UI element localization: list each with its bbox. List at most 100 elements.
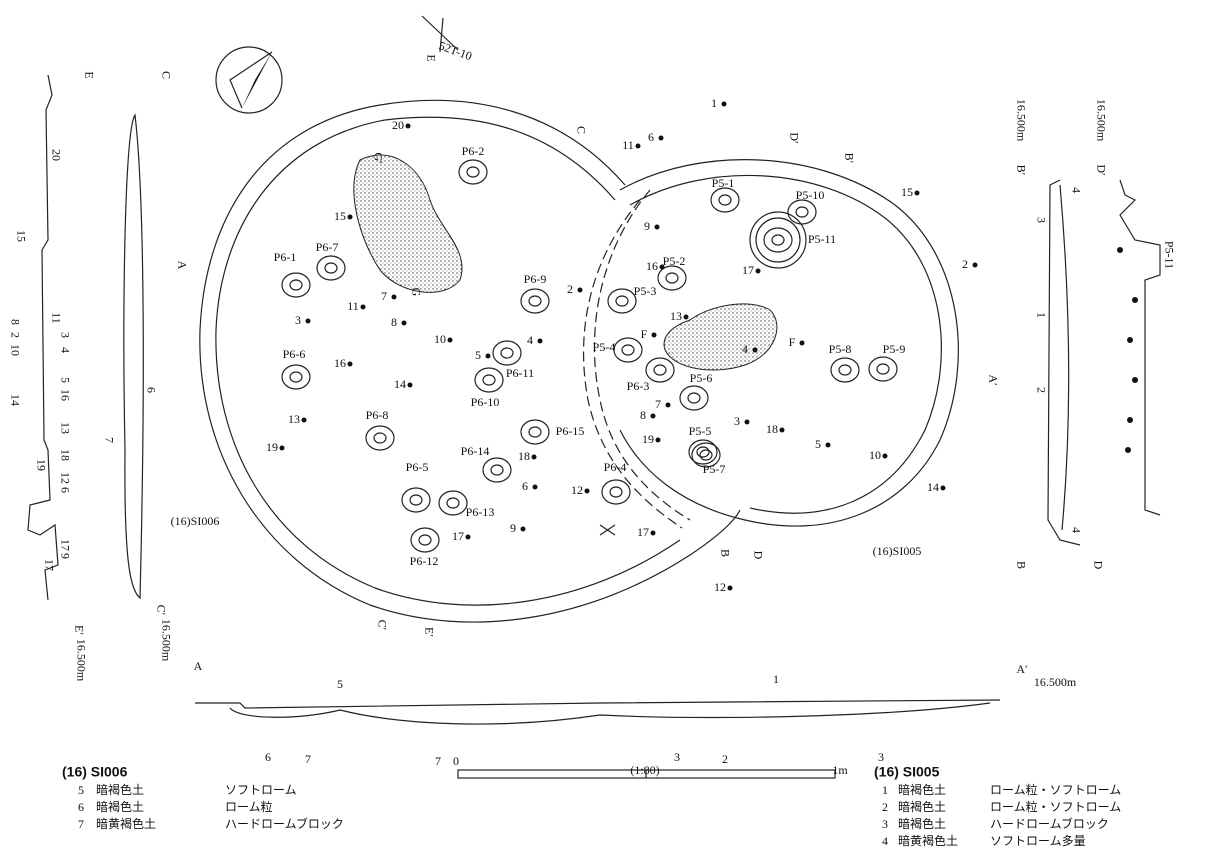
section-point: B	[718, 549, 732, 557]
section-label: 2	[1034, 387, 1048, 393]
plan-outlines	[199, 15, 959, 623]
point	[683, 314, 689, 320]
section-label: 13	[58, 422, 72, 434]
layer-number: 16	[334, 356, 346, 370]
legend-cell: 5	[78, 783, 84, 797]
pit-label: P5-6	[690, 371, 713, 385]
pit	[688, 439, 718, 465]
point	[940, 485, 946, 491]
section-label: 15	[14, 230, 28, 242]
pit-label: P6-14	[461, 444, 490, 458]
layer-number: 13	[288, 412, 300, 426]
layer-number: 13	[670, 309, 682, 323]
point	[360, 304, 366, 310]
point	[972, 262, 978, 268]
section-label: 16.500m	[159, 619, 173, 662]
section-point: E′	[422, 627, 436, 637]
point	[665, 402, 671, 408]
layer-number: 19	[266, 440, 278, 454]
section-label: B′	[1014, 165, 1028, 176]
section-label: 7	[435, 754, 441, 768]
section-label: 3	[1034, 217, 1048, 223]
pit-inner	[482, 374, 496, 386]
layer-number: 20	[392, 118, 404, 132]
section-label: 4	[58, 347, 72, 353]
point	[279, 445, 285, 451]
section-label: 19	[34, 459, 48, 471]
pit	[474, 367, 504, 393]
pit	[316, 255, 346, 281]
legend-cell: 暗褐色土	[96, 782, 144, 797]
pit	[365, 425, 395, 451]
legend-cell: 暗黄褐色土	[898, 833, 958, 848]
layer-number: 8	[391, 315, 397, 329]
layer-number: 1	[711, 96, 717, 110]
pit-inner	[771, 234, 785, 246]
section-label: C′	[154, 605, 168, 616]
layer-number: 17	[637, 525, 649, 539]
point	[1127, 417, 1133, 423]
pit	[657, 265, 687, 291]
point	[537, 338, 543, 344]
section-label: 2	[722, 752, 728, 766]
layer-number: 5	[815, 437, 821, 451]
pit-inner	[609, 486, 623, 498]
legend-title: (16) SI006	[62, 764, 128, 780]
legend-cell: 2	[882, 800, 888, 814]
layer-number: 19	[642, 432, 654, 446]
legend-cell: 暗黄褐色土	[96, 816, 156, 831]
pit-inner	[615, 295, 629, 307]
pit-label: P6-6	[283, 347, 306, 361]
pit-label: P5-9	[883, 342, 906, 356]
pit	[645, 357, 675, 383]
layer-number: 17	[452, 529, 464, 543]
legend-cell: 4	[882, 834, 888, 848]
section-label: 6	[58, 487, 72, 493]
pit	[830, 357, 860, 383]
point	[651, 332, 657, 338]
pit-label: P5-2	[663, 254, 686, 268]
pit	[679, 385, 709, 411]
section-label: 3	[674, 750, 680, 764]
section-label: 2	[8, 332, 22, 338]
pit	[607, 288, 637, 314]
point	[347, 214, 353, 220]
point	[405, 123, 411, 129]
pit	[438, 490, 468, 516]
pit	[868, 356, 898, 382]
section-label: C	[159, 71, 173, 79]
layer-number: 4	[527, 333, 533, 347]
pit-label: P6-11	[506, 366, 534, 380]
section-label: E	[82, 71, 96, 78]
legend-cell: 暗褐色土	[898, 816, 946, 831]
section-label: 6	[144, 387, 158, 393]
section-label: A′	[1016, 662, 1028, 676]
site-label: (16)SI005	[873, 544, 922, 558]
section-label: 1	[1034, 312, 1048, 318]
layer-number: 3	[295, 313, 301, 327]
section-label: 5	[58, 377, 72, 383]
layer-number: 17	[742, 263, 754, 277]
section-label: P5-11	[1162, 241, 1176, 269]
layer-number: 14	[927, 480, 939, 494]
section-label: 3	[878, 750, 884, 764]
section-label: 1	[773, 672, 779, 686]
point	[447, 337, 453, 343]
point	[1132, 297, 1138, 303]
section-label: D	[1091, 561, 1105, 570]
pit-inner	[696, 446, 710, 458]
pit	[691, 442, 721, 468]
scale-label: 0	[453, 754, 459, 768]
pit	[410, 527, 440, 553]
section-point: D	[751, 551, 765, 560]
pit-label: P5-7	[703, 462, 726, 476]
section-label: 16.500m	[1034, 675, 1077, 689]
legend-cell: 3	[882, 817, 888, 831]
section-label: 18	[58, 449, 72, 461]
pit-label: P5-1	[712, 176, 735, 190]
point	[485, 353, 491, 359]
point	[407, 382, 413, 388]
section-label: A	[194, 659, 203, 673]
point	[635, 143, 641, 149]
